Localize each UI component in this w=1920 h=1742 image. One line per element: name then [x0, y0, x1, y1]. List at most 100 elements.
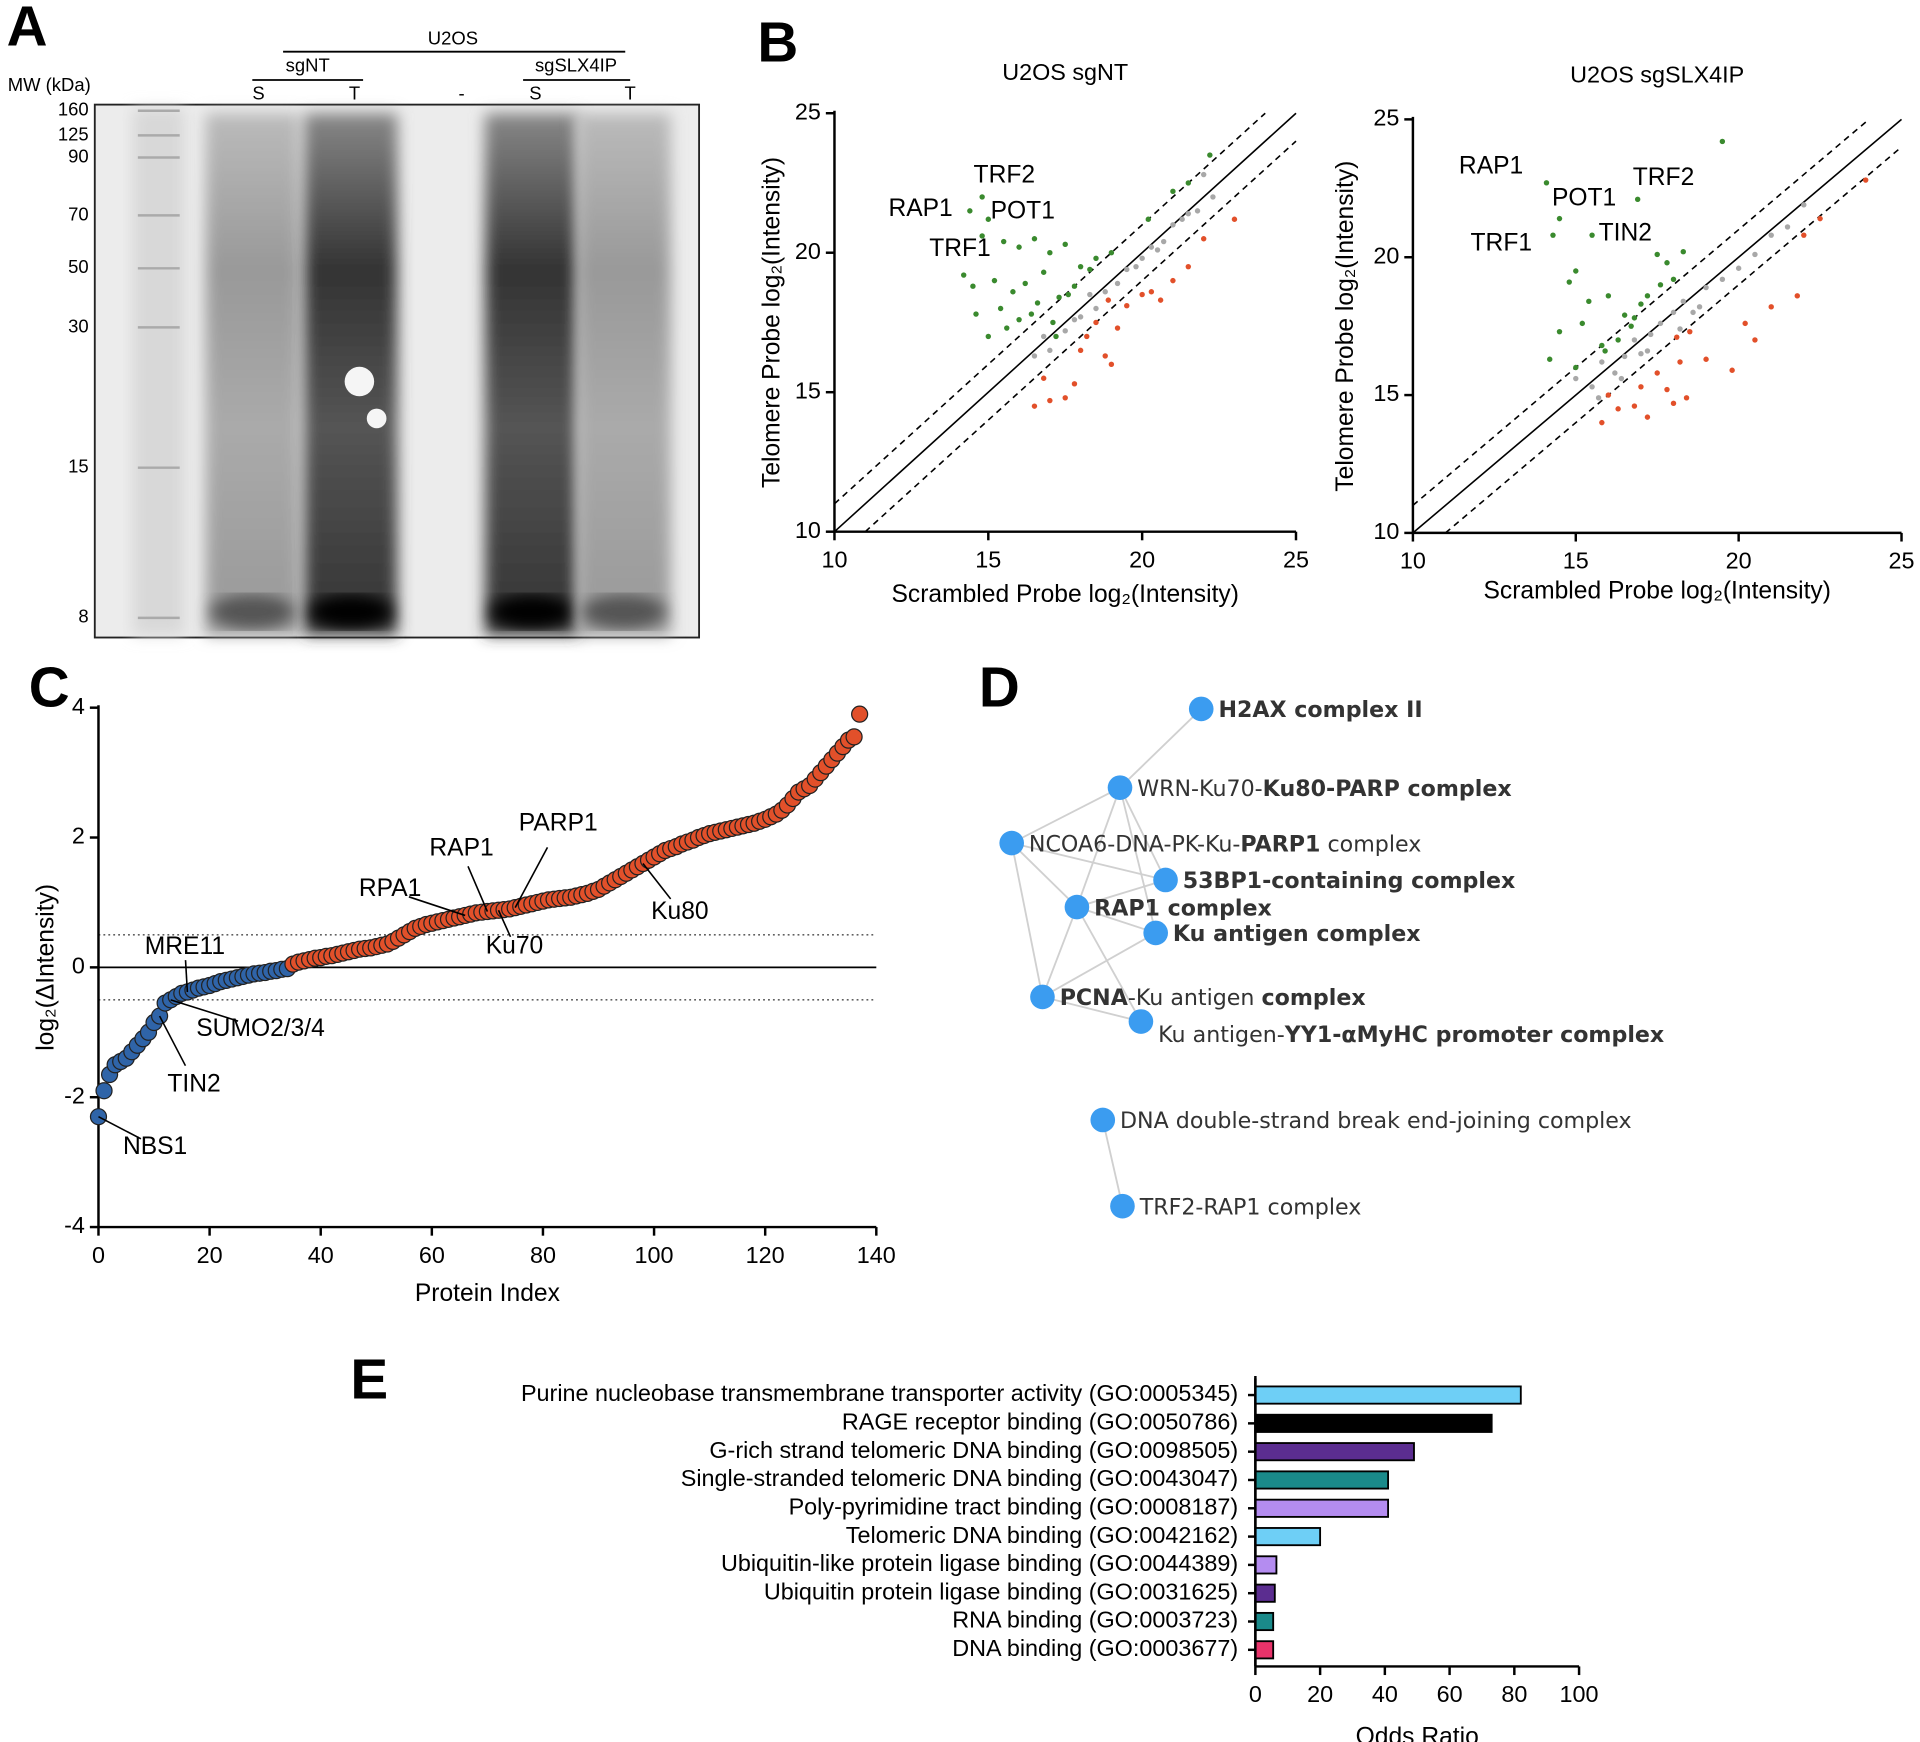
x-tick-label: 80: [530, 1242, 556, 1268]
network-node: [1064, 894, 1090, 920]
data-point: [1618, 375, 1625, 382]
data-point: [1615, 337, 1621, 343]
bar: [1254, 1611, 1275, 1632]
data-point: [1752, 337, 1758, 343]
data-point: [1087, 291, 1093, 298]
y-tick-label: 10: [795, 517, 821, 543]
data-point: [967, 208, 973, 214]
data-point: [979, 233, 985, 239]
panel-label: B: [757, 11, 798, 74]
data-point: [997, 305, 1004, 312]
lane-label: -: [458, 83, 464, 104]
label-part: TRF2-RAP1 complex: [1139, 1194, 1362, 1220]
y-axis-label: Telomere Probe log₂(Intensity): [758, 157, 785, 488]
mw-label: 50: [68, 256, 89, 277]
mw-label: 30: [68, 315, 89, 336]
data-point: [1670, 276, 1677, 282]
annotation: TRF2: [974, 161, 1036, 188]
x-tick-label: 0: [1249, 1681, 1262, 1707]
y-tick-label: 15: [795, 377, 821, 403]
data-point: [1194, 208, 1201, 214]
mw-label: 160: [58, 99, 89, 120]
data-point: [1157, 297, 1164, 303]
data-point: [979, 194, 985, 200]
leader-line: [408, 896, 466, 917]
panel-label: A: [7, 0, 48, 58]
data-point: [1047, 250, 1053, 256]
data-point: [1145, 216, 1152, 222]
data-point: [1647, 331, 1654, 338]
annotation: RAP1: [888, 195, 952, 222]
label-part: PARP1: [1240, 831, 1320, 857]
annotation: SUMO2/3/4: [196, 1015, 325, 1042]
x-tick-label: 80: [1501, 1681, 1527, 1707]
gel-lane: [577, 113, 671, 636]
y-tick-label: 2: [72, 823, 85, 849]
y-tick-label: 4: [72, 693, 85, 719]
network-node: [999, 830, 1024, 856]
network-node: [1030, 984, 1055, 1010]
category-label: Telomeric DNA binding (GO:0042162): [846, 1522, 1238, 1548]
data-point: [1664, 260, 1670, 266]
data-point: [1084, 333, 1090, 340]
annotation: TRF1: [929, 235, 991, 262]
annotation: TIN2: [167, 1070, 220, 1097]
network-node: [1107, 775, 1133, 800]
group-label: sgSLX4IP: [535, 54, 617, 75]
data-point: [95, 1082, 113, 1100]
data-point: [1768, 232, 1774, 238]
annotation: MRE11: [145, 933, 225, 960]
reference-line: [833, 112, 1297, 533]
data-point: [1696, 304, 1703, 310]
network-node: [1128, 1009, 1154, 1034]
leader-line: [467, 866, 489, 912]
data-point: [1589, 232, 1595, 238]
bar: [1254, 1583, 1276, 1603]
network-edge: [1011, 786, 1121, 844]
label-part: WRN-Ku70-: [1137, 775, 1262, 801]
data-point: [1595, 395, 1602, 401]
data-point: [1638, 351, 1644, 357]
data-point: [1579, 320, 1586, 327]
gel-blob: [210, 594, 295, 629]
data-point: [1065, 291, 1072, 298]
data-point: [1139, 291, 1145, 298]
lane-label: T: [625, 83, 636, 104]
leader-line: [514, 847, 549, 909]
data-point: [1690, 309, 1696, 316]
y-tick-label: 20: [795, 238, 821, 264]
data-point: [1674, 334, 1680, 340]
annotation: TRF1: [1471, 229, 1533, 256]
network-edge: [1119, 787, 1167, 881]
data-point: [1605, 392, 1612, 398]
data-point: [1047, 347, 1053, 354]
data-point: [1160, 238, 1167, 245]
label-part: Ku antigen complex: [1173, 921, 1421, 947]
data-point: [1040, 375, 1047, 381]
data-point: [1719, 276, 1726, 282]
label-part: YY1-αMyHC promoter complex: [1284, 1022, 1664, 1048]
label-part: RAP1 complex: [1094, 895, 1272, 921]
data-point: [1210, 194, 1216, 200]
data-point: [1612, 370, 1618, 376]
data-point: [1644, 414, 1651, 420]
data-point: [1031, 403, 1038, 409]
x-axis-label: Protein Index: [415, 1280, 561, 1307]
data-point: [1124, 303, 1130, 309]
data-point: [1139, 255, 1145, 262]
x-tick-label: 140: [857, 1242, 896, 1268]
data-point: [1047, 397, 1053, 404]
data-point: [1670, 309, 1677, 316]
data-point: [1087, 266, 1093, 273]
gel-lane: [484, 113, 579, 636]
data-point: [991, 277, 998, 284]
data-point: [1154, 247, 1161, 253]
label-part: DNA double-strand break end-joining comp…: [1120, 1108, 1632, 1134]
data-point: [1605, 293, 1612, 299]
network-edge: [1042, 996, 1142, 1023]
network-node: [1153, 867, 1178, 893]
lane-label: S: [252, 83, 264, 104]
data-point: [845, 728, 863, 746]
data-point: [1680, 249, 1686, 255]
data-point: [1547, 356, 1553, 362]
